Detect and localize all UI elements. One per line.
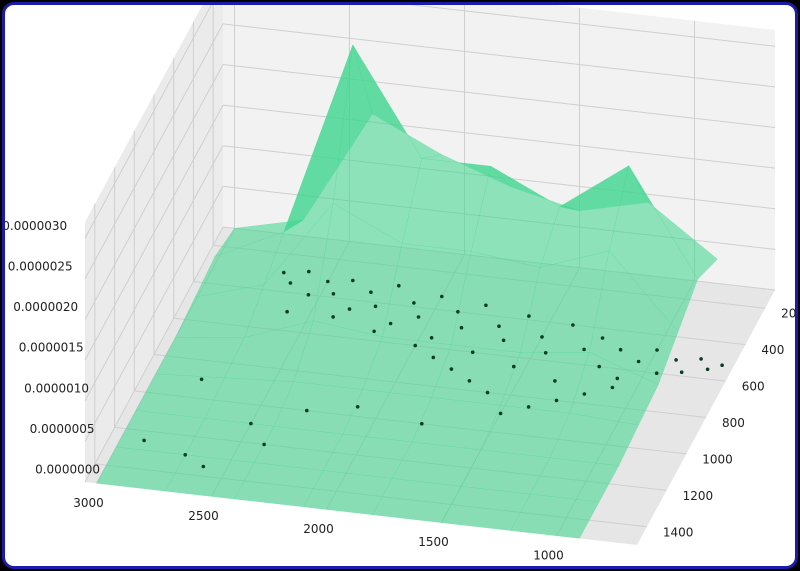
grid-line [84, 64, 224, 320]
scatter-point [484, 303, 488, 308]
scatter-point [440, 294, 444, 299]
scatter-point [199, 377, 204, 382]
scatter-point [498, 411, 503, 416]
scatter-point [615, 376, 620, 381]
scatter-point [501, 338, 506, 343]
grid-line [222, 64, 776, 128]
scatter-point [431, 355, 436, 360]
scatter-point [351, 278, 355, 283]
scatter-point [553, 379, 557, 383]
scatter-point [282, 270, 286, 275]
z-tick-label: 0.0000010 [24, 381, 89, 395]
scatter-point [372, 329, 376, 334]
x-tick-label: 1000 [533, 548, 564, 562]
scatter-point [600, 336, 605, 340]
scatter-point [420, 421, 424, 426]
z-tick-label: 0.0000005 [30, 422, 95, 436]
scatter-point [142, 438, 146, 443]
scatter-point [526, 405, 531, 409]
grid-line [409, 5, 776, 47]
grid-line [222, 104, 776, 169]
scatter-point [388, 321, 393, 326]
grid-line [84, 145, 224, 401]
y-tick-label: 200 [781, 307, 795, 321]
scatter-point [456, 310, 460, 314]
x-tick-label: 2500 [188, 509, 219, 523]
scatter-point [285, 309, 289, 314]
scatter-point [429, 336, 434, 340]
z-tick-label: 0.0000020 [13, 300, 78, 314]
scatter-point [262, 442, 266, 447]
z-tick-label: 0.0000015 [19, 341, 84, 355]
y-tick-label: 800 [722, 416, 745, 430]
scatter-point [347, 307, 352, 311]
scatter-point [413, 343, 418, 348]
scatter-point [470, 350, 475, 355]
scatter-point [674, 358, 678, 362]
y-tick-label: 1200 [683, 489, 714, 503]
scatter-point [412, 301, 416, 305]
y-tick-label: 1400 [663, 525, 694, 539]
scatter-point [467, 379, 472, 383]
scatter-point [636, 359, 641, 364]
scatter-point [699, 357, 703, 361]
y-tick-label: 400 [761, 343, 784, 357]
surface-cell [510, 493, 600, 539]
grid-line [84, 104, 224, 361]
y-tick-label: 1000 [702, 452, 733, 466]
scatter-point [201, 464, 206, 469]
scatter-point [512, 364, 516, 369]
scatter-point [307, 269, 311, 274]
scatter-point [331, 315, 335, 319]
grid-line [84, 5, 212, 239]
scatter-point [397, 283, 401, 288]
scatter-point [485, 390, 490, 395]
z-tick-label: 0.0000000 [35, 463, 100, 477]
scatter-point [306, 293, 311, 297]
scatter-point [554, 398, 559, 403]
grid-line [84, 23, 224, 280]
scatter-point [331, 292, 336, 296]
scatter-point [705, 367, 710, 372]
grid-line [222, 23, 776, 88]
scatter-point [527, 314, 531, 318]
scatter-point [582, 392, 587, 396]
z-tick-label: 0.0000030 [5, 219, 67, 233]
grid-line [84, 226, 224, 483]
scatter-point [305, 408, 309, 413]
x-tick-label: 3000 [73, 496, 104, 510]
scatter-point [369, 290, 373, 295]
chart: 3000 2500 2000 1500 1000 200 400 600 800 1000 1200… [5, 5, 795, 562]
scatter-point [610, 385, 615, 390]
grid-line [84, 186, 224, 442]
scatter-point [416, 315, 421, 319]
scatter-point [326, 279, 330, 284]
scatter-point [373, 304, 378, 309]
scatter-point [543, 351, 548, 355]
scatter-point [459, 325, 464, 330]
scatter-point [571, 323, 575, 327]
scatter-point [655, 348, 659, 352]
scatter-point [582, 347, 586, 352]
scatter-point [497, 324, 501, 329]
scatter-point [183, 453, 187, 457]
scatter-point [597, 364, 601, 369]
z-tick-label: 0.0000025 [8, 259, 73, 273]
scatter-point [288, 281, 293, 285]
x-tick-label: 1500 [418, 535, 449, 549]
scatter-point [249, 421, 253, 426]
scatter-point [449, 367, 454, 371]
scatter-point [679, 370, 684, 375]
scatter-point [540, 335, 544, 339]
x-tick-label: 2000 [303, 522, 334, 536]
y-tick-label: 600 [742, 380, 765, 394]
scatter-point [618, 347, 623, 352]
scatter-point [720, 363, 724, 368]
scatter-point [654, 371, 659, 376]
scatter-point [355, 405, 360, 409]
